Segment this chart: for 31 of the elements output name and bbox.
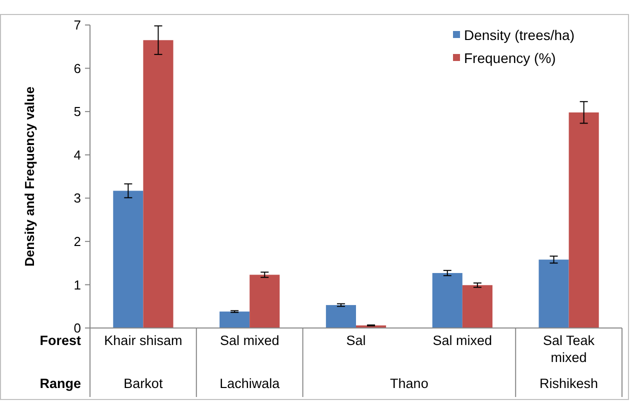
y-tick-label: 4 [74,147,81,162]
bar [538,260,569,328]
legend-label: Density (trees/ha) [464,26,574,43]
text: Forest [40,333,82,348]
text: Barkot [124,376,163,391]
y-axis-title: Density and Frequency value [22,86,37,266]
x-tick-label: Sal [346,333,366,348]
x-tick-label: Sal mixed [220,333,280,348]
x-tick-label: Sal mixed [432,333,492,348]
bar [432,273,462,328]
y-tick-label: 6 [74,60,81,76]
text: Range [40,376,82,391]
bar [113,190,144,328]
y-tick-label: 0 [74,320,81,336]
y-tick-label: 7 [74,18,81,33]
y-tick-label: 1 [74,277,81,292]
x-tick-label: Sal Teak mixed [543,333,595,365]
bar [568,112,599,328]
bar [250,274,280,328]
x-tick-label: Khair shisam [104,333,182,348]
bar [143,40,174,328]
y-tick-label: 2 [74,234,81,249]
y-tick-label: 3 [74,190,81,206]
bar [462,285,492,328]
text: Thano [390,376,428,391]
text: Rishikesh [540,376,598,391]
bar [326,305,356,328]
legend-label: Frequency (%) [464,50,556,66]
text: Lachiwala [220,376,280,391]
y-tick-label: 5 [74,104,81,120]
bar [220,312,250,328]
